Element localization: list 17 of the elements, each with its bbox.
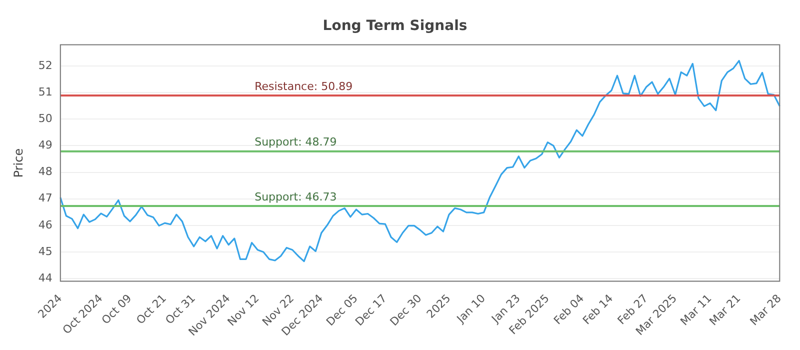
ref-line-label: Support: 48.79 [254, 136, 337, 149]
x-tick-label: Dec 30 [388, 292, 424, 328]
y-tick-label: 50 [38, 112, 52, 126]
y-tick-label: 52 [38, 58, 52, 72]
y-tick-label: 51 [38, 85, 52, 98]
y-tick-label: 44 [38, 271, 52, 284]
y-tick-label: 45 [38, 244, 52, 258]
y-axis-title: Price [11, 148, 26, 178]
x-tick-label: Mar 28 [748, 292, 784, 328]
y-tick-label: 49 [38, 138, 52, 152]
ref-line-label: Resistance: 50.89 [254, 80, 353, 93]
ref-line-label: Support: 46.73 [254, 190, 337, 204]
chart-title: Long Term Signals [322, 18, 468, 34]
y-tick-label: 47 [38, 192, 52, 205]
x-tick-label: Jan 10 [454, 292, 488, 326]
y-tick-label: 46 [38, 218, 52, 232]
y-tick-label: 48 [38, 165, 52, 178]
